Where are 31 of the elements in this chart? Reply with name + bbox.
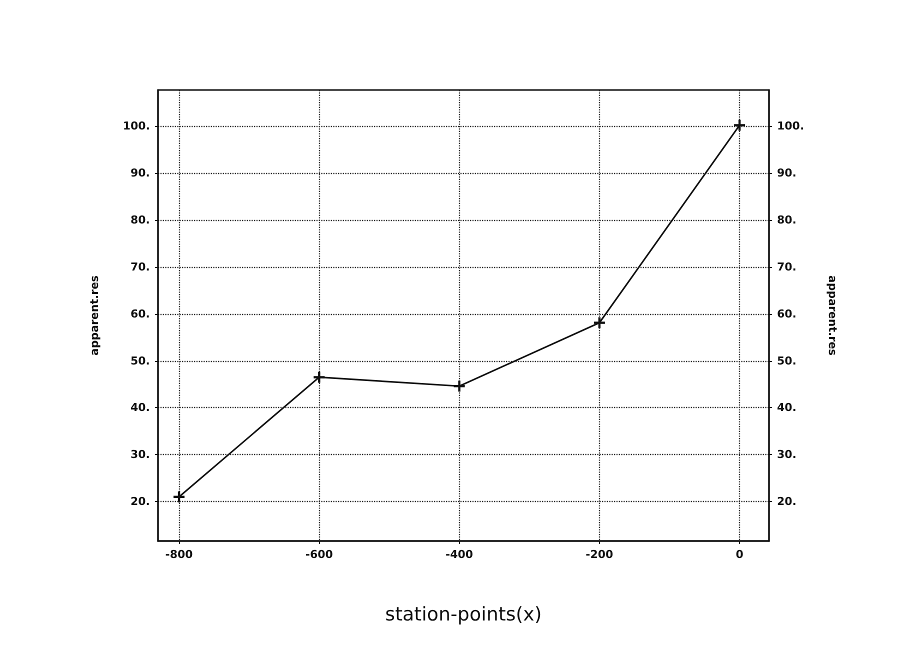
x-tick-label: -400: [446, 548, 474, 561]
point: [734, 120, 746, 131]
y-tick-label: 90.: [130, 166, 150, 180]
y-tick-label: 40.: [130, 401, 150, 414]
y2-tick-label: 50.: [777, 354, 796, 368]
x-tick-label: -800: [165, 548, 194, 561]
y2-tick-label: 40.: [777, 401, 796, 414]
point: [454, 380, 465, 392]
y-axis-title: apparent.res: [88, 274, 101, 356]
y2-tick-label: 20.: [777, 495, 796, 508]
x-tick-label: -200: [586, 548, 614, 561]
x-tick-label: 0: [736, 548, 744, 561]
point: [594, 317, 605, 328]
x-axis-title: station-points(x): [385, 604, 542, 626]
y2-tick-label: 90.: [777, 166, 796, 180]
y2-tick-label: 100.: [777, 120, 804, 133]
y-tick-label: 70.: [130, 260, 150, 274]
y2-tick-label: 70.: [777, 260, 796, 274]
y-tick-label: 50.: [130, 354, 150, 368]
y-tick-label: 60.: [130, 307, 150, 320]
point: [174, 491, 185, 502]
y2-tick-label: 60.: [777, 307, 796, 320]
x-tick-label: -600: [305, 548, 334, 561]
point: [314, 372, 325, 383]
y-tick-label: 30.: [130, 448, 150, 462]
y-tick-label: 100.: [122, 120, 150, 133]
y2-tick-label: 80.: [777, 213, 796, 226]
y-tick-label: 80.: [130, 213, 150, 226]
y2-tick-label: 30.: [777, 448, 796, 462]
y-tick-label: 20.: [130, 495, 150, 508]
y2-axis-title: apparent.res: [826, 275, 839, 356]
